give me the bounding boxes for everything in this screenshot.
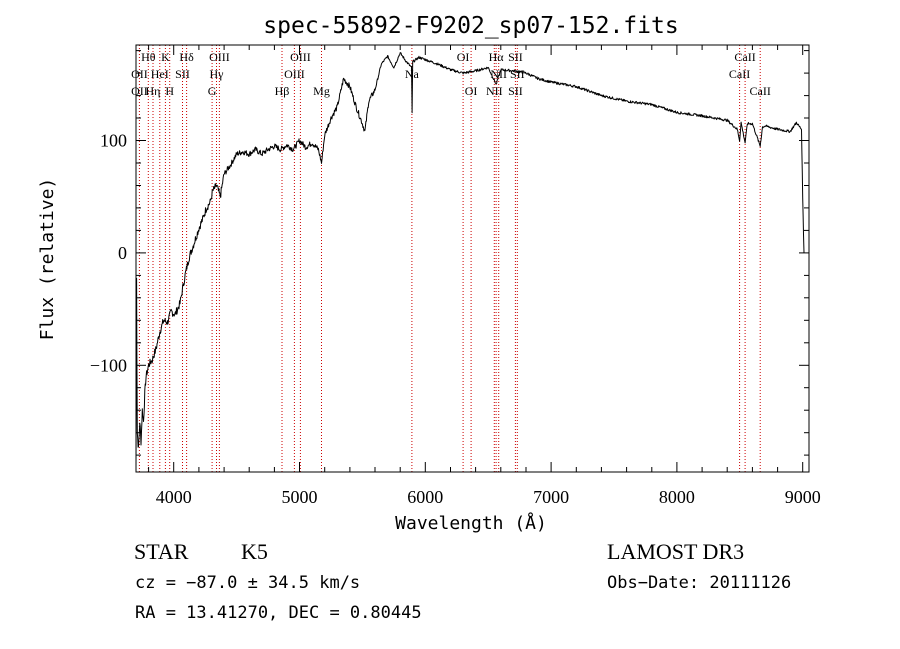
line-label-11: SII: [175, 67, 190, 81]
y-axis-ticks: −100 0 100: [90, 50, 809, 456]
line-label-21: G: [208, 84, 217, 98]
line-label-27: CaII: [750, 84, 771, 98]
line-label-6: Hα: [489, 50, 505, 64]
line-label-5: OI: [457, 50, 470, 64]
emission-line-markers: [138, 45, 761, 472]
survey-name: LAMOST DR3: [607, 539, 745, 564]
x-axis-label: Wavelength (Å): [395, 512, 547, 534]
line-label-0: Hθ: [141, 50, 156, 64]
spectrum-line: [135, 52, 805, 467]
line-label-3: OIII: [209, 50, 230, 64]
x-tick-label-6000: 6000: [407, 487, 443, 507]
line-label-1: K: [161, 50, 170, 64]
line-label-17: CaII: [729, 67, 750, 81]
line-label-2: Hδ: [179, 50, 194, 64]
line-label-22: Hβ: [275, 84, 290, 98]
line-label-20: H: [165, 84, 174, 98]
line-label-12: Hγ: [210, 67, 225, 81]
line-label-25: NII: [486, 84, 503, 98]
y-axis-label: Flux (relative): [37, 178, 58, 341]
line-label-23: Mg: [313, 84, 330, 98]
x-tick-label-8000: 8000: [659, 487, 695, 507]
line-label-26: SII: [508, 84, 523, 98]
x-tick-label-4000: 4000: [156, 487, 192, 507]
line-label-13: OIII: [284, 67, 305, 81]
line-label-8: CaII: [734, 50, 755, 64]
x-tick-label-5000: 5000: [282, 487, 318, 507]
line-label-10: HeI: [151, 67, 169, 81]
y-tick-label-0: 0: [118, 243, 127, 263]
observation-date: Obs−Date: 20111126: [607, 573, 792, 593]
redshift-velocity: cz = −87.0 ± 34.5 km/s: [135, 573, 361, 593]
y-tick-label-100: 100: [100, 131, 127, 151]
line-label-7: SII: [508, 50, 523, 64]
line-label-24: OI: [465, 84, 478, 98]
line-label-19: Hη: [146, 84, 161, 98]
plot-frame: [135, 44, 810, 473]
chart-title: spec-55892-F9202_sp07-152.fits: [263, 13, 678, 39]
y-tick-label--100: −100: [90, 355, 127, 375]
x-tick-label-9000: 9000: [785, 487, 821, 507]
object-subclass: K5: [241, 539, 268, 564]
x-axis-ticks: 4000 5000 6000 7000 8000 9000: [148, 45, 821, 507]
sky-coordinates: RA = 13.41270, DEC = 0.80445: [135, 603, 422, 623]
line-label-9: OII: [131, 67, 148, 81]
spectrum-series: [135, 52, 805, 467]
object-class: STAR: [134, 539, 189, 564]
line-label-4: OIII: [290, 50, 311, 64]
x-tick-label-7000: 7000: [533, 487, 569, 507]
line-label-18: OII: [131, 84, 148, 98]
